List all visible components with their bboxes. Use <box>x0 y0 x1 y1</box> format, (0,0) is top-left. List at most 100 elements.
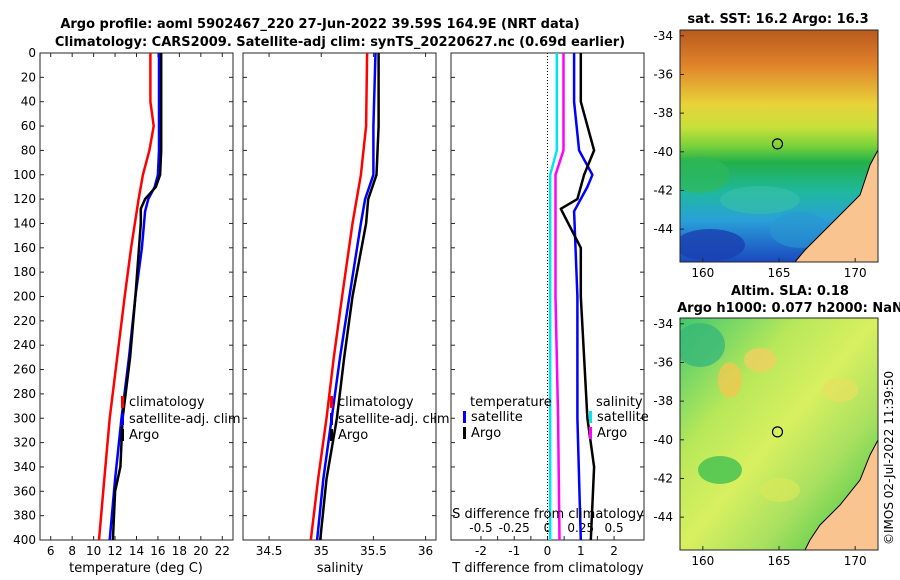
difference-top-x-tick-label: 0.5 <box>605 521 624 535</box>
temperature-x-tick-label: 14 <box>129 544 144 558</box>
title-line-2: Climatology: CARS2009. Satellite-adj cli… <box>55 35 625 50</box>
legend-temperature-title: temperature <box>470 395 552 410</box>
depth-tick-label: 240 <box>13 338 36 352</box>
depth-tick-label: 360 <box>13 484 36 498</box>
depth-tick-label: 160 <box>13 241 36 255</box>
salinity-x-tick-label: 35.5 <box>360 544 387 558</box>
temperature-x-tick-label: 8 <box>68 544 76 558</box>
difference-top-x-tick-label: -0.5 <box>469 521 492 535</box>
sla-map-title-2: Argo h1000: 0.077 h2000: NaN <box>677 301 900 316</box>
temperature-x-tick-label: 12 <box>107 544 122 558</box>
sla-patch <box>698 456 742 484</box>
difference-series <box>548 53 596 541</box>
longitude-tick-label: 170 <box>844 554 867 568</box>
legend-satellite-swatch <box>121 413 124 425</box>
temperature-x-tick-label: 20 <box>193 544 208 558</box>
legend-argo-swatch <box>121 429 124 441</box>
depth-tick-label: 300 <box>13 411 36 425</box>
temperature-x-tick-label: 16 <box>150 544 165 558</box>
longitude-tick-label: 165 <box>768 554 791 568</box>
s-argo-line <box>554 53 565 541</box>
sst-map <box>680 30 878 262</box>
legend-t-satellite-label: satellite <box>471 410 523 425</box>
salinity-x-tick-label: 34.5 <box>256 544 283 558</box>
legend-salinity-title: salinity <box>596 395 643 410</box>
depth-tick-label: 180 <box>13 265 36 279</box>
legend-s-satellite-swatch <box>589 411 592 423</box>
depth-axis: 0 20 40 60 80 100 120 140 160 180 200 220 240 260 280 3… <box>13 46 644 547</box>
legend-satellite-label: satellite-adj. clim <box>338 412 450 427</box>
difference-x-tick-label: 0 <box>544 544 552 558</box>
legend-t-argo-swatch <box>463 427 466 439</box>
sla-patch <box>718 362 742 398</box>
climatology-line <box>97 53 155 541</box>
difference-legend: temperature satellite Argo salinity sate… <box>463 395 649 441</box>
legend-argo-label: Argo <box>338 428 368 443</box>
latitude-tick-label: -44 <box>653 510 673 524</box>
difference-xlabel: T difference from climatology <box>451 561 644 576</box>
legend-s-argo-swatch <box>589 427 592 439</box>
longitude-tick-label: 170 <box>844 266 867 280</box>
argo-line <box>111 53 163 541</box>
difference-x-tick-label: -1 <box>508 544 520 558</box>
sla-patch <box>744 348 776 372</box>
depth-tick-label: 80 <box>21 143 36 157</box>
temperature-x-tick-label: 6 <box>47 544 55 558</box>
legend-argo-label: Argo <box>129 428 159 443</box>
sst-map-axes: -34 -36 -38 -40 -42 -44 160 165 170 <box>653 29 866 280</box>
latitude-tick-label: -38 <box>653 394 673 408</box>
satellite-adj-clim-line <box>315 52 377 541</box>
latitude-tick-label: -36 <box>653 67 673 81</box>
depth-tick-label: 200 <box>13 290 36 304</box>
legend-s-argo-label: Argo <box>597 426 627 441</box>
salinity-xlabel: salinity <box>317 561 364 576</box>
depth-tick-label: 260 <box>13 363 36 377</box>
difference-top-x-tick-label: -0.25 <box>499 521 530 535</box>
depth-tick-label: 60 <box>21 119 36 133</box>
longitude-tick-label: 165 <box>768 266 791 280</box>
argo-line <box>318 53 380 541</box>
depth-tick-label: 380 <box>13 509 36 523</box>
latitude-tick-label: -42 <box>653 471 673 485</box>
depth-tick-label: 320 <box>13 436 36 450</box>
depth-tick-label: 40 <box>21 95 36 109</box>
latitude-tick-label: -34 <box>653 29 673 43</box>
temperature-x-axis: 6 8 10 12 14 16 18 20 22 <box>47 53 230 558</box>
difference-top-label: S difference from climatology <box>452 507 644 522</box>
depth-tick-label: 120 <box>13 192 36 206</box>
depth-tick-label: 140 <box>13 216 36 230</box>
salinity-x-axis: 34.5 35 35.5 36 <box>256 53 433 558</box>
depth-tick-label: 220 <box>13 314 36 328</box>
argo-location-marker <box>771 138 784 150</box>
sla-land <box>804 439 878 550</box>
sst-patch <box>680 229 745 261</box>
legend-climatology-swatch <box>121 396 124 408</box>
sla-patch <box>760 478 800 502</box>
difference-x-tick-label: 2 <box>610 544 618 558</box>
longitude-tick-label: 160 <box>691 266 714 280</box>
temperature-legend: climatology satellite-adj. clim Argo <box>121 395 241 443</box>
salinity-series <box>309 52 380 541</box>
longitude-tick-label: 160 <box>691 554 714 568</box>
depth-tick-label: 400 <box>13 533 36 547</box>
temperature-series <box>97 53 163 541</box>
latitude-tick-label: -38 <box>653 106 673 120</box>
latitude-tick-label: -42 <box>653 183 673 197</box>
sla-map-axes: -34 -36 -38 -40 -42 -44 160 165 170 <box>653 317 866 568</box>
salinity-x-tick-label: 36 <box>418 544 433 558</box>
latitude-tick-label: -40 <box>653 145 673 159</box>
legend-t-satellite-swatch <box>463 411 466 423</box>
legend-satellite-label: satellite-adj. clim <box>129 412 241 427</box>
latitude-tick-label: -34 <box>653 317 673 331</box>
depth-tick-label: 340 <box>13 460 36 474</box>
latitude-tick-label: -36 <box>653 355 673 369</box>
temperature-x-tick-label: 22 <box>215 544 230 558</box>
title-line-1: Argo profile: aoml 5902467_220 27-Jun-20… <box>60 17 579 32</box>
legend-satellite-swatch <box>330 413 333 425</box>
temperature-x-tick-label: 18 <box>172 544 187 558</box>
t-satellite-line <box>572 53 594 541</box>
salinity-x-tick-label: 35 <box>314 544 329 558</box>
argo-location-marker <box>771 426 784 438</box>
legend-t-argo-label: Argo <box>471 426 501 441</box>
